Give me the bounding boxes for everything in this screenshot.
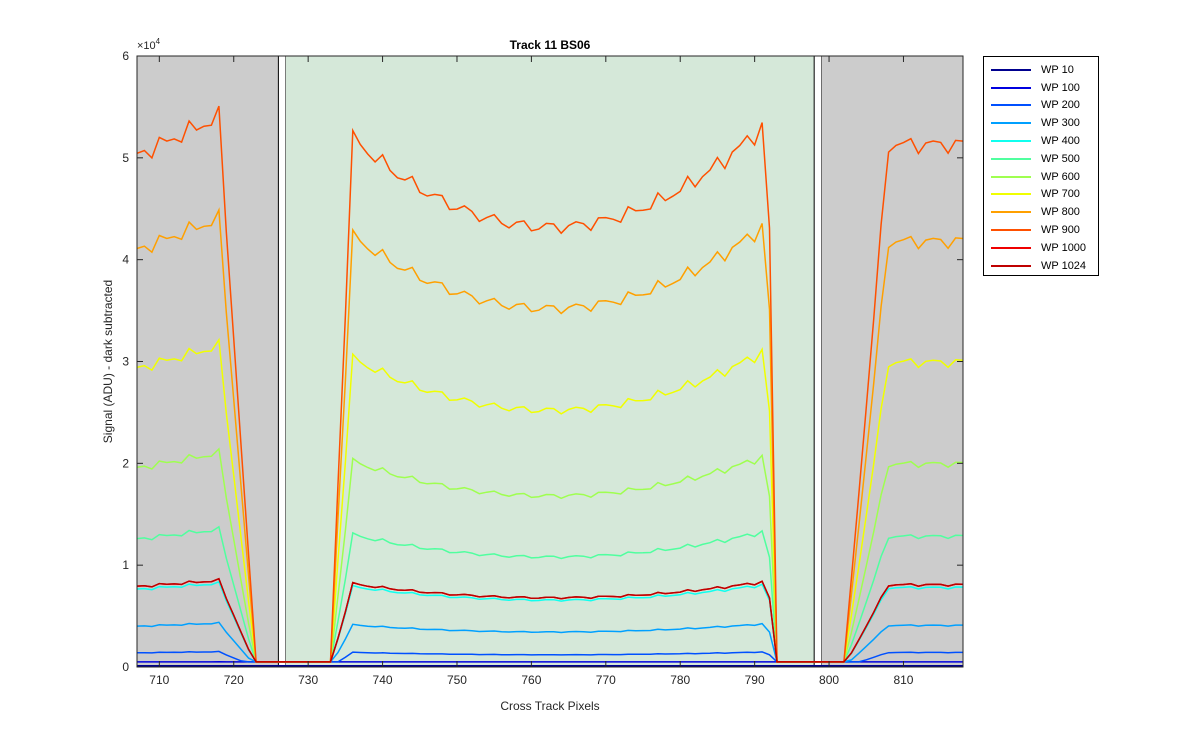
legend-swatch bbox=[991, 193, 1031, 196]
legend-swatch bbox=[991, 86, 1031, 89]
legend-label: WP 300 bbox=[1041, 117, 1080, 130]
region-left-gap bbox=[277, 55, 287, 668]
y-tick-label: 0 bbox=[122, 660, 129, 674]
legend-swatch bbox=[991, 246, 1031, 249]
y-exponent-base: ×10 bbox=[137, 40, 156, 52]
x-tick-label: 750 bbox=[447, 673, 467, 687]
legend-item: WP 500 bbox=[984, 150, 1098, 168]
legend-label: WP 1000 bbox=[1041, 241, 1087, 254]
legend-swatch bbox=[991, 122, 1031, 125]
legend-label: WP 700 bbox=[1041, 188, 1080, 201]
legend-item: WP 400 bbox=[984, 132, 1098, 150]
y-tick-label: 6 bbox=[122, 49, 129, 63]
legend-swatch bbox=[991, 264, 1031, 267]
y-exponent-power: 4 bbox=[156, 37, 161, 46]
legend-label: WP 1024 bbox=[1041, 259, 1087, 272]
y-tick-label: 1 bbox=[122, 558, 129, 572]
legend-item: WP 100 bbox=[984, 79, 1098, 97]
region-left-gray bbox=[137, 56, 279, 667]
chart-title: Track 11 BS06 bbox=[510, 38, 591, 52]
legend-swatch bbox=[991, 68, 1031, 71]
legend-swatch bbox=[991, 175, 1031, 178]
x-tick-label: 780 bbox=[670, 673, 690, 687]
legend-label: WP 800 bbox=[1041, 206, 1080, 219]
x-tick-label: 770 bbox=[596, 673, 616, 687]
y-tick-label: 4 bbox=[122, 253, 129, 267]
y-axis-exponent: ×104 bbox=[137, 37, 161, 52]
legend-item: WP 1024 bbox=[984, 257, 1098, 275]
legend-label: WP 100 bbox=[1041, 81, 1080, 94]
legend-swatch bbox=[991, 104, 1031, 107]
series-lines bbox=[136, 105, 964, 667]
x-tick-label: 730 bbox=[298, 673, 318, 687]
x-axis-label: Cross Track Pixels bbox=[500, 699, 599, 713]
legend-item: WP 800 bbox=[984, 203, 1098, 221]
x-tick-label: 790 bbox=[745, 673, 765, 687]
legend-swatch bbox=[991, 211, 1031, 214]
legend-swatch bbox=[991, 157, 1031, 160]
legend-item: WP 1000 bbox=[984, 239, 1098, 257]
x-tick-label: 760 bbox=[521, 673, 541, 687]
legend-label: WP 10 bbox=[1041, 63, 1074, 76]
axis-ticks: 710 720 730 740 750 760 770 780 790 800 810 0 1 2 3 4 5 6 bbox=[122, 49, 963, 687]
legend-item: WP 300 bbox=[984, 114, 1098, 132]
legend-item: WP 700 bbox=[984, 186, 1098, 204]
x-tick-label: 810 bbox=[893, 673, 913, 687]
legend-swatch bbox=[991, 140, 1031, 143]
legend-label: WP 200 bbox=[1041, 99, 1080, 112]
legend-swatch bbox=[991, 229, 1031, 232]
y-tick-label: 5 bbox=[122, 151, 129, 165]
region-center-green bbox=[285, 56, 815, 667]
shaded-regions bbox=[137, 55, 963, 668]
legend-item: WP 200 bbox=[984, 97, 1098, 115]
y-tick-label: 3 bbox=[122, 355, 129, 369]
y-axis-label: Signal (ADU) - dark subtracted bbox=[101, 280, 115, 443]
legend-label: WP 600 bbox=[1041, 170, 1080, 183]
legend-label: WP 900 bbox=[1041, 224, 1080, 237]
legend-item: WP 900 bbox=[984, 221, 1098, 239]
x-tick-label: 710 bbox=[149, 673, 169, 687]
x-tick-label: 720 bbox=[224, 673, 244, 687]
legend-label: WP 400 bbox=[1041, 135, 1080, 148]
y-tick-label: 2 bbox=[122, 456, 129, 470]
x-tick-label: 740 bbox=[373, 673, 393, 687]
legend-label: WP 500 bbox=[1041, 152, 1080, 165]
series-line-12 bbox=[136, 577, 964, 663]
legend-item: WP 10 bbox=[984, 61, 1098, 79]
x-tick-label: 800 bbox=[819, 673, 839, 687]
legend-item: WP 600 bbox=[984, 168, 1098, 186]
legend: WP 10 WP 100 WP 200 WP 300 WP 400 WP 500 WP 60… bbox=[983, 56, 1099, 276]
region-right-gap bbox=[813, 55, 823, 668]
